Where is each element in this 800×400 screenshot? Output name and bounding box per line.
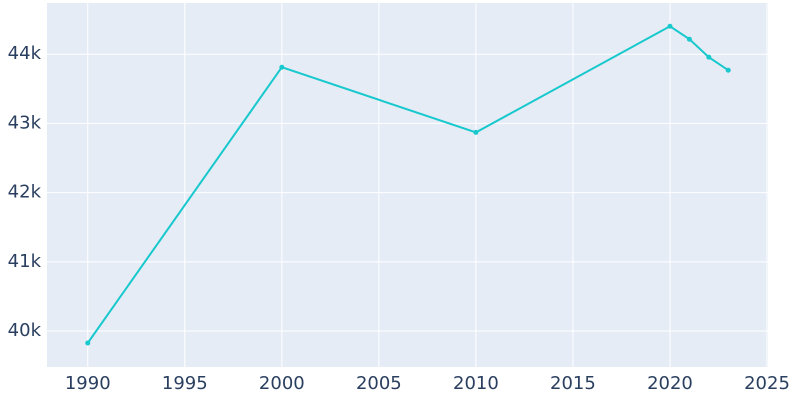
point — [473, 129, 479, 135]
x-tick-label: 2010 — [453, 373, 499, 394]
point — [667, 23, 673, 29]
point — [706, 54, 712, 60]
point — [686, 36, 692, 42]
y-tick-label: 41k — [8, 251, 42, 272]
x-tick-label: 2025 — [744, 373, 790, 394]
x-tick-label: 2000 — [259, 373, 305, 394]
point — [725, 67, 731, 73]
x-tick-label: 2005 — [356, 373, 402, 394]
point — [279, 64, 285, 70]
y-tick-label: 40k — [8, 320, 42, 341]
y-tick-label: 43k — [8, 112, 42, 133]
x-tick-label: 1995 — [162, 373, 208, 394]
x-tick-label: 2020 — [647, 373, 693, 394]
plot-area — [47, 3, 768, 367]
point — [85, 340, 91, 346]
y-tick-label: 42k — [8, 182, 42, 203]
x-tick-label: 1990 — [65, 373, 111, 394]
x-tick-label: 2015 — [550, 373, 596, 394]
y-tick-label: 44k — [8, 43, 42, 64]
